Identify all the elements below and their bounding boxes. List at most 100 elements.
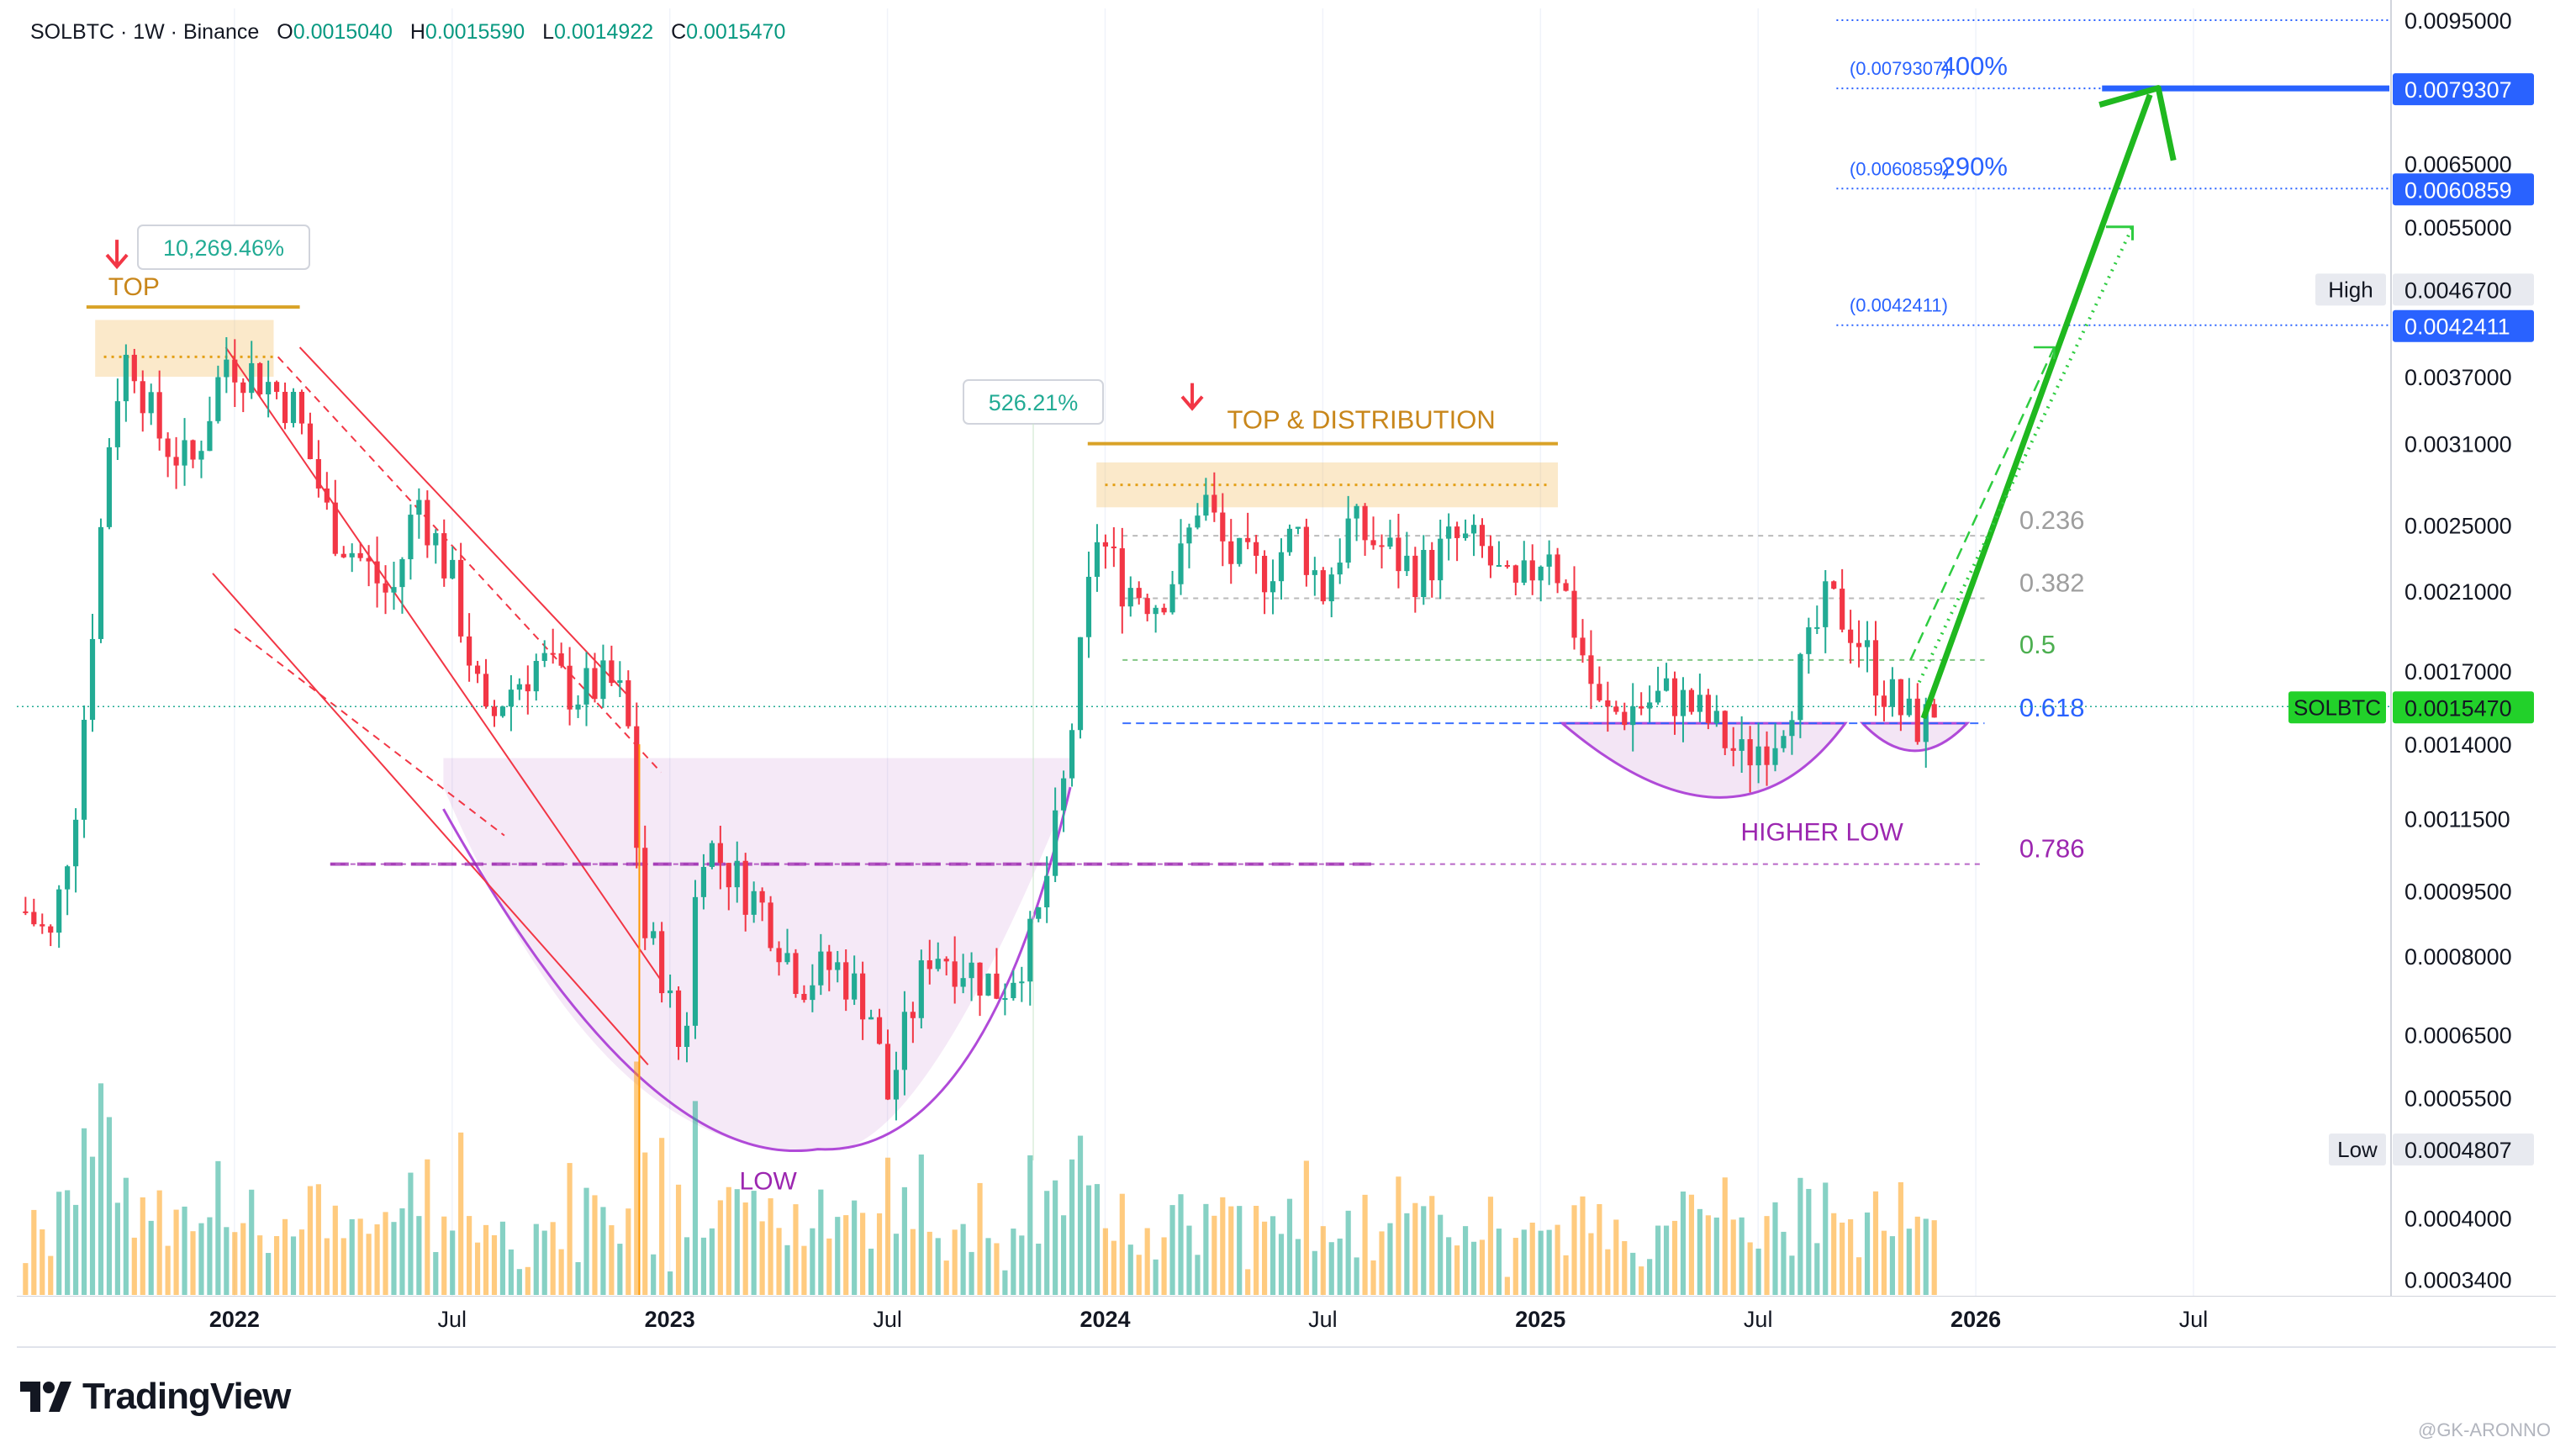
candle-body (550, 653, 556, 655)
volume-bar (1814, 1243, 1820, 1295)
candle-body (525, 684, 531, 692)
candle-body (1747, 739, 1753, 766)
volume-bar (1370, 1260, 1376, 1295)
candle-body (1178, 543, 1184, 584)
candle-body (89, 638, 96, 721)
low-label: LOW (740, 1168, 798, 1196)
candle-body (1630, 706, 1636, 726)
candle-body (1655, 690, 1661, 703)
price-tick-label: 0.0031000 (2404, 432, 2512, 457)
candle-body (1781, 736, 1787, 748)
top-down-arrow-icon (105, 240, 129, 270)
price-tag (2393, 691, 2534, 724)
candle-body (1647, 702, 1653, 709)
volume-bar (48, 1255, 54, 1295)
main-arrow-line (1920, 93, 2153, 720)
candle-body (835, 962, 841, 970)
price-tag (2393, 273, 2534, 306)
candle-body (1027, 918, 1033, 982)
volume-bar (340, 1238, 346, 1295)
candle-body (1546, 554, 1552, 567)
candle-body (1840, 589, 1845, 630)
time-tick-label: Jul (438, 1307, 467, 1332)
volume-bar (1454, 1245, 1460, 1295)
price-tick-label: 0.0011500 (2404, 807, 2510, 832)
candle-body (1914, 698, 1920, 742)
candle-body (1923, 704, 1929, 742)
volume-bar (273, 1236, 280, 1295)
candle-body (1211, 494, 1217, 513)
time-tick-label: Jul (1308, 1307, 1338, 1332)
volume-bar (391, 1222, 397, 1295)
price-tick-label: 0.0005500 (2404, 1086, 2512, 1111)
volume-bar (1011, 1229, 1016, 1295)
price-tag-caption: Low (2337, 1137, 2378, 1162)
volume-bar (734, 1189, 740, 1295)
time-tick-label: Jul (1744, 1307, 1773, 1332)
candle-body (793, 953, 799, 994)
candle-body (156, 392, 162, 439)
price-tick-label: 0.0095000 (2404, 8, 2512, 34)
volume-bar (642, 1152, 648, 1295)
candle-body (1345, 518, 1351, 563)
candle-body (1688, 690, 1695, 712)
candle-body (1069, 730, 1075, 779)
volume-bar (1396, 1176, 1401, 1295)
candle-body (131, 354, 137, 382)
volume-bar (114, 1202, 120, 1295)
volume-bar (1622, 1240, 1628, 1295)
volume-bar (1772, 1202, 1778, 1295)
candle-body (1085, 576, 1092, 637)
volume-bar (1220, 1197, 1226, 1295)
volume-bar (165, 1245, 171, 1295)
volume-bar (600, 1207, 606, 1295)
price-tick-label: 0.0008000 (2404, 944, 2512, 970)
time-tick-label: 2026 (1950, 1307, 2001, 1332)
candle-body (692, 896, 699, 1026)
candle-body (642, 848, 648, 938)
candle-body (1639, 706, 1644, 709)
channel-line (298, 346, 627, 695)
candle-body (1019, 981, 1025, 984)
candle-body (558, 653, 564, 666)
volume-bar (190, 1231, 196, 1295)
volume-bar (516, 1269, 522, 1295)
volume-bar (835, 1217, 841, 1295)
brand-logo[interactable]: TradingView (18, 1376, 291, 1418)
price-axis: 0.0095000 0.0065000 0.0055000 0.0037000 0.00… (2288, 8, 2534, 1293)
price-tag (2393, 309, 2534, 342)
volume-bars (23, 1061, 1937, 1295)
candle-body (1597, 684, 1602, 700)
price-tag-caption-box (2315, 273, 2386, 306)
volume-bar (1855, 1257, 1862, 1295)
volume-bar (810, 1228, 816, 1295)
candle-body (1228, 541, 1234, 564)
volume-bar (1203, 1203, 1209, 1295)
volume-bar (550, 1222, 556, 1295)
gain1-label: 10,269.46% (163, 235, 284, 261)
volume-bar (1823, 1182, 1829, 1295)
candle-body (1320, 570, 1326, 602)
volume-bar (1245, 1269, 1251, 1295)
candles (23, 336, 1937, 1295)
volume-bar (969, 1251, 974, 1295)
volume-bar (1153, 1259, 1159, 1295)
symbol-title: SOLBTC · 1W · Binance (30, 20, 260, 44)
candle-body (1379, 545, 1385, 547)
low-value: 0.0014922 (553, 20, 654, 44)
time-tick-label: 2024 (1079, 1307, 1130, 1332)
volume-bar (374, 1224, 380, 1295)
volume-bar (1806, 1188, 1812, 1295)
volume-bar (1044, 1191, 1050, 1295)
volume-bar (1881, 1230, 1887, 1295)
candle-body (425, 499, 430, 546)
price-tag (2393, 1133, 2534, 1165)
volume-bar (40, 1229, 45, 1295)
dotted-projection-head (2105, 225, 2134, 240)
candle-body (1479, 525, 1486, 547)
volume-bar (617, 1244, 623, 1295)
candle-body (1563, 583, 1569, 591)
candle-body (173, 457, 179, 466)
volume-bar (307, 1186, 314, 1295)
volume-bar (1127, 1245, 1133, 1295)
